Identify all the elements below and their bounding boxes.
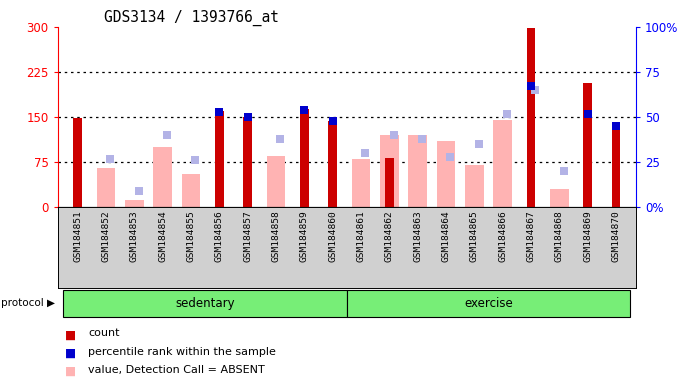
Text: exercise: exercise — [464, 297, 513, 310]
Bar — [437, 141, 455, 207]
Text: GSM184864: GSM184864 — [441, 210, 450, 262]
Text: value, Detection Call = ABSENT: value, Detection Call = ABSENT — [88, 365, 265, 375]
Bar — [612, 130, 620, 207]
Text: ■: ■ — [65, 347, 75, 360]
Text: GSM184855: GSM184855 — [186, 210, 195, 262]
Bar — [583, 83, 592, 207]
Text: GSM184853: GSM184853 — [130, 210, 139, 262]
Bar — [494, 120, 512, 207]
Text: GSM184863: GSM184863 — [413, 210, 422, 262]
Text: GSM184866: GSM184866 — [498, 210, 507, 262]
Text: GSM184856: GSM184856 — [215, 210, 224, 262]
Bar — [328, 121, 337, 207]
Bar — [527, 28, 535, 207]
Text: GSM184859: GSM184859 — [300, 210, 309, 262]
Bar — [352, 159, 370, 207]
Text: protocol ▶: protocol ▶ — [1, 298, 55, 308]
Bar — [243, 117, 252, 207]
Text: ■: ■ — [65, 328, 75, 341]
Bar — [550, 189, 568, 207]
Bar — [347, 290, 630, 317]
Text: GSM184854: GSM184854 — [158, 210, 167, 262]
Text: GSM184857: GSM184857 — [243, 210, 252, 262]
Text: GSM184869: GSM184869 — [583, 210, 592, 262]
Text: GSM184867: GSM184867 — [526, 210, 535, 262]
Text: GSM184860: GSM184860 — [328, 210, 337, 262]
Text: GSM184858: GSM184858 — [271, 210, 280, 262]
Bar — [300, 109, 309, 207]
Text: GSM184862: GSM184862 — [385, 210, 394, 262]
Bar — [63, 290, 347, 317]
Bar — [215, 111, 224, 207]
Text: count: count — [88, 328, 120, 338]
Text: percentile rank within the sample: percentile rank within the sample — [88, 347, 276, 357]
Text: GDS3134 / 1393766_at: GDS3134 / 1393766_at — [104, 9, 279, 25]
Bar — [409, 135, 427, 207]
Bar — [154, 147, 172, 207]
Text: GSM184851: GSM184851 — [73, 210, 82, 262]
Text: GSM184852: GSM184852 — [101, 210, 110, 262]
Text: GSM184868: GSM184868 — [555, 210, 564, 262]
Bar — [182, 174, 200, 207]
Text: GSM184870: GSM184870 — [611, 210, 620, 262]
Text: GSM184861: GSM184861 — [356, 210, 365, 262]
Text: ■: ■ — [65, 365, 75, 378]
Bar — [380, 135, 398, 207]
Text: sedentary: sedentary — [175, 297, 235, 310]
Text: GSM184865: GSM184865 — [470, 210, 479, 262]
Bar — [465, 165, 483, 207]
Bar — [267, 156, 285, 207]
Bar — [73, 118, 82, 207]
Bar — [385, 158, 394, 207]
Bar — [97, 168, 115, 207]
Bar — [125, 200, 143, 207]
